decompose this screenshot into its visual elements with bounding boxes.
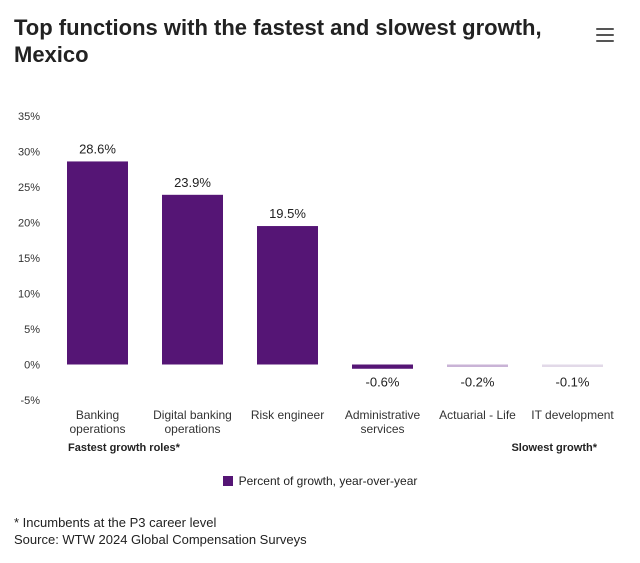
x-tick-label: Banking operations — [69, 408, 125, 436]
fastest-growth-group-label: Fastest growth roles* — [68, 442, 181, 454]
x-tick-label: IT development — [531, 408, 614, 422]
data-label: -0.2% — [461, 375, 495, 390]
bar[interactable] — [162, 194, 223, 365]
y-tick-label: 30% — [18, 147, 40, 159]
footnote-source: Source: WTW 2024 Global Compensation Sur… — [14, 532, 307, 547]
legend-swatch — [222, 476, 233, 486]
bar-chart: 35% 30% 25% 20% 15% 10% 5% 0% -5% 28.6% 23.9% 19.5… — [18, 111, 614, 454]
x-tick-label: Administrative services — [345, 408, 421, 436]
y-tick-label: -5% — [20, 395, 40, 407]
footnote: * Incumbents at the P3 career level Sour… — [14, 514, 307, 548]
y-tick-label: 5% — [24, 324, 40, 336]
y-tick-label: 25% — [18, 182, 40, 194]
chart-title: Top functions with the fastest and slowe… — [14, 15, 542, 67]
y-tick-label: 0% — [24, 360, 40, 372]
data-label: 23.9% — [174, 175, 211, 190]
data-label: -0.6% — [366, 375, 400, 390]
data-label: 19.5% — [269, 206, 306, 221]
y-tick-label: 10% — [18, 289, 40, 301]
slowest-growth-group-label: Slowest growth* — [511, 442, 597, 454]
legend-label: Percent of growth, year-over-year — [238, 474, 418, 488]
x-tick-label: Risk engineer — [251, 408, 324, 422]
bar[interactable] — [352, 364, 413, 369]
footnote-note: * Incumbents at the P3 career level — [14, 515, 217, 530]
y-tick-label: 35% — [18, 111, 40, 123]
data-label: 28.6% — [79, 141, 116, 156]
x-tick-label: Actuarial - Life — [439, 408, 516, 422]
legend[interactable]: Percent of growth, year-over-year — [0, 474, 640, 488]
x-tick-label: Digital banking operations — [153, 408, 232, 436]
data-label: -0.1% — [556, 375, 590, 390]
y-tick-label: 20% — [18, 218, 40, 230]
bar[interactable] — [447, 364, 508, 368]
y-tick-label: 15% — [18, 253, 40, 265]
bar[interactable] — [542, 364, 603, 368]
bar[interactable] — [257, 226, 318, 365]
hamburger-menu-icon[interactable] — [596, 28, 614, 44]
bar[interactable] — [67, 161, 128, 365]
